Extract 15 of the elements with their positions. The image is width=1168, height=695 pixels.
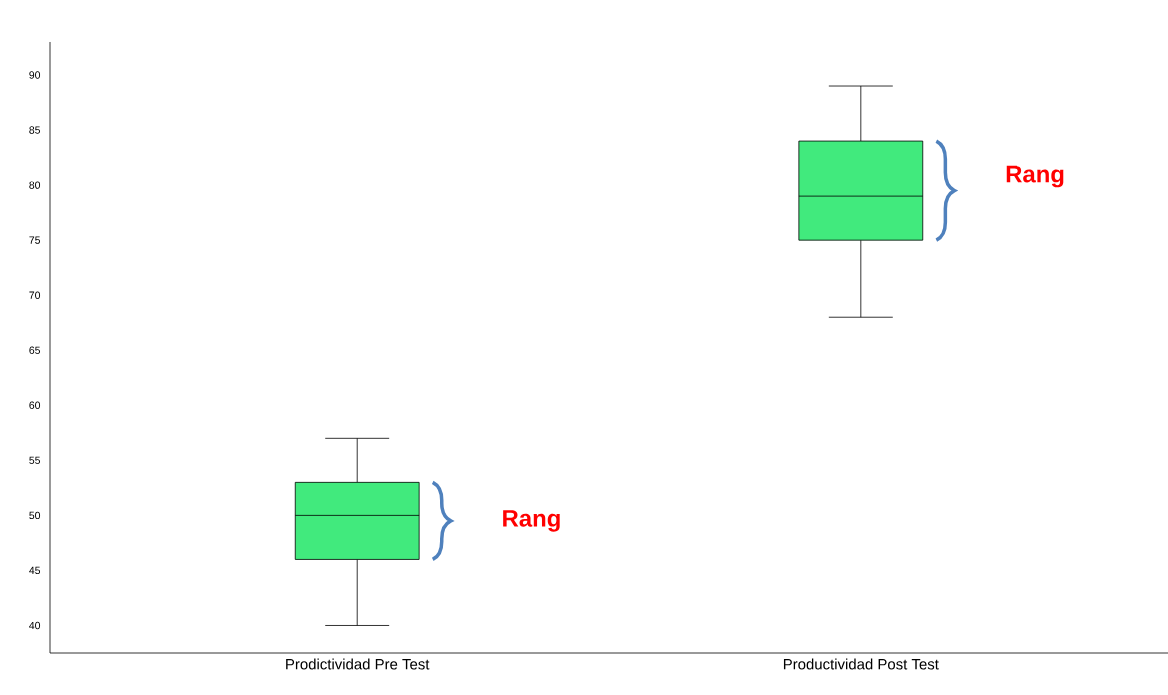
y-tick-label: 45 (29, 566, 41, 575)
annotation: Rang (503, 510, 560, 532)
annotation: Rang (1006, 165, 1064, 188)
x-tick-label: Prodictividad Pre Test (286, 658, 430, 670)
y-tick-label: 85 (29, 126, 41, 134)
y-tick-label: 60 (29, 401, 41, 409)
y-tick-label: 40 (29, 621, 41, 630)
y-tick-label: 90 (29, 71, 41, 79)
y-tick-label: 55 (29, 456, 41, 464)
x-tick-label: Productividad Post Test (783, 658, 939, 670)
y-tick-label: 65 (29, 346, 41, 354)
y-tick-label: 80 (29, 181, 41, 189)
y-tick-label: 50 (29, 511, 41, 520)
y-tick-label: 75 (29, 236, 41, 244)
y-tick-label: 70 (29, 291, 41, 299)
